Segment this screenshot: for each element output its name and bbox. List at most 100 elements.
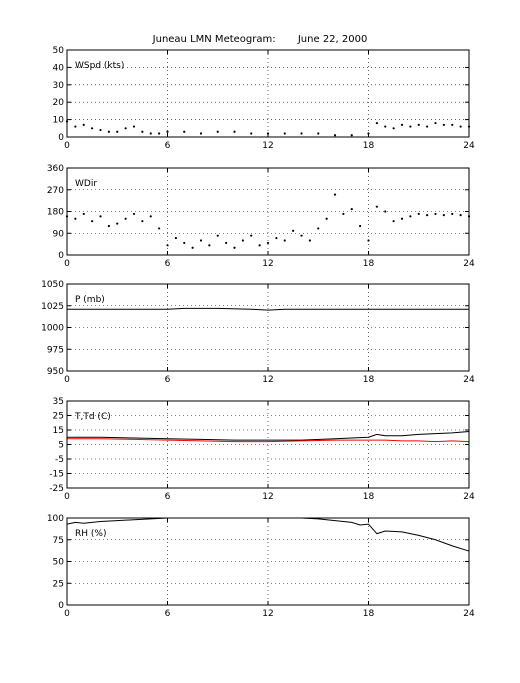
data-point bbox=[216, 130, 219, 133]
x-tick-label: 24 bbox=[463, 492, 475, 502]
data-point bbox=[300, 132, 303, 135]
data-point bbox=[300, 234, 303, 237]
x-tick-label: 24 bbox=[463, 259, 475, 269]
x-tick-label: 0 bbox=[64, 492, 70, 502]
data-point bbox=[350, 207, 353, 211]
data-point bbox=[124, 127, 127, 130]
y-tick-label: 950 bbox=[47, 367, 64, 377]
y-tick-label: 360 bbox=[47, 164, 64, 174]
data-point bbox=[107, 224, 110, 228]
data-point bbox=[292, 229, 295, 232]
data-point bbox=[233, 130, 236, 133]
plot-frame bbox=[66, 49, 470, 138]
y-tick-label: -15 bbox=[49, 470, 64, 480]
data-point bbox=[375, 205, 378, 208]
data-point bbox=[384, 125, 387, 128]
data-point bbox=[283, 239, 286, 242]
data-point bbox=[442, 123, 445, 126]
y-tick-label: 25 bbox=[53, 579, 64, 589]
y-tick-label: 0 bbox=[58, 251, 64, 261]
panel-label: P (mb) bbox=[75, 295, 105, 305]
y-tick-label: 75 bbox=[53, 536, 64, 546]
data-point bbox=[183, 241, 186, 245]
data-point bbox=[442, 214, 445, 217]
x-tick-label: 12 bbox=[262, 375, 273, 385]
x-tick-label: 0 bbox=[64, 609, 70, 619]
panel-1: 0 6 12 18 24 0 10 20 30 40 50 WSpd (kts) bbox=[53, 46, 475, 151]
data-point bbox=[74, 125, 77, 128]
data-point bbox=[166, 244, 169, 247]
x-tick-label: 24 bbox=[463, 609, 475, 619]
x-tick-label: 6 bbox=[165, 492, 171, 502]
data-point bbox=[250, 234, 253, 237]
x-tick-label: 0 bbox=[64, 141, 70, 151]
series-line-2 bbox=[301, 517, 470, 552]
y-tick-label: 180 bbox=[47, 208, 64, 218]
data-point bbox=[434, 121, 437, 125]
y-tick-label: 270 bbox=[47, 186, 64, 196]
data-point bbox=[367, 239, 370, 242]
data-point bbox=[258, 244, 261, 247]
y-tick-label: 50 bbox=[53, 46, 65, 56]
data-point bbox=[451, 212, 454, 216]
data-point bbox=[233, 246, 236, 249]
data-point bbox=[158, 227, 161, 230]
series-line-1 bbox=[66, 517, 176, 525]
data-point bbox=[451, 123, 454, 126]
y-tick-label: 30 bbox=[53, 81, 65, 91]
y-tick-label: 20 bbox=[53, 98, 65, 108]
panel-label: WDir bbox=[75, 179, 97, 189]
data-point bbox=[426, 214, 429, 217]
data-point bbox=[99, 215, 102, 218]
panel-2: 0 6 12 18 24 0 90 180 270 360 WDir bbox=[47, 164, 475, 269]
series-line-2 bbox=[67, 438, 470, 443]
y-tick-label: 0 bbox=[58, 133, 64, 143]
series-line-1 bbox=[67, 307, 469, 311]
data-point bbox=[409, 215, 412, 218]
data-point bbox=[392, 127, 395, 130]
data-point bbox=[124, 217, 127, 220]
x-tick-label: 6 bbox=[165, 141, 171, 151]
panel-3: 0 6 12 18 24 950 975 1000 1025 1050 P (mb) bbox=[41, 280, 475, 385]
data-point bbox=[417, 212, 420, 216]
y-tick-label: 5 bbox=[58, 441, 64, 451]
x-tick-label: 18 bbox=[363, 492, 375, 502]
data-point bbox=[409, 125, 412, 128]
x-tick-label: 18 bbox=[363, 375, 375, 385]
y-tick-label: 50 bbox=[53, 558, 65, 568]
y-tick-label: 975 bbox=[47, 345, 64, 355]
data-point bbox=[417, 123, 420, 126]
y-tick-label: -5 bbox=[55, 455, 64, 465]
data-point bbox=[359, 224, 362, 228]
data-point bbox=[183, 130, 186, 133]
data-point bbox=[199, 239, 203, 242]
y-tick-label: 10 bbox=[53, 116, 65, 126]
data-point bbox=[208, 244, 211, 247]
data-point bbox=[459, 125, 462, 128]
data-point bbox=[241, 239, 244, 242]
panel-5: 0 6 12 18 24 0 25 50 75 100 RH (%) bbox=[47, 514, 475, 619]
panel-label: T,Td (C) bbox=[74, 412, 111, 422]
y-tick-label: 1050 bbox=[41, 280, 64, 290]
data-point bbox=[166, 130, 169, 133]
data-point bbox=[141, 220, 144, 223]
data-point bbox=[216, 234, 219, 237]
x-tick-label: 24 bbox=[463, 141, 475, 151]
y-tick-label: -25 bbox=[49, 484, 64, 494]
data-point bbox=[283, 132, 286, 135]
data-point bbox=[107, 130, 110, 133]
data-point bbox=[400, 123, 404, 126]
data-point bbox=[149, 132, 152, 135]
data-point bbox=[459, 214, 462, 217]
data-point bbox=[333, 134, 337, 137]
x-tick-label: 6 bbox=[165, 375, 171, 385]
chart-title: Juneau LMN Meteogram: June 22, 2000 bbox=[152, 34, 368, 45]
data-point bbox=[375, 121, 378, 125]
data-point bbox=[99, 128, 102, 132]
x-tick-label: 12 bbox=[262, 609, 273, 619]
data-point bbox=[400, 217, 404, 220]
data-point bbox=[384, 210, 387, 213]
x-tick-label: 18 bbox=[363, 609, 375, 619]
x-tick-label: 12 bbox=[262, 141, 273, 151]
